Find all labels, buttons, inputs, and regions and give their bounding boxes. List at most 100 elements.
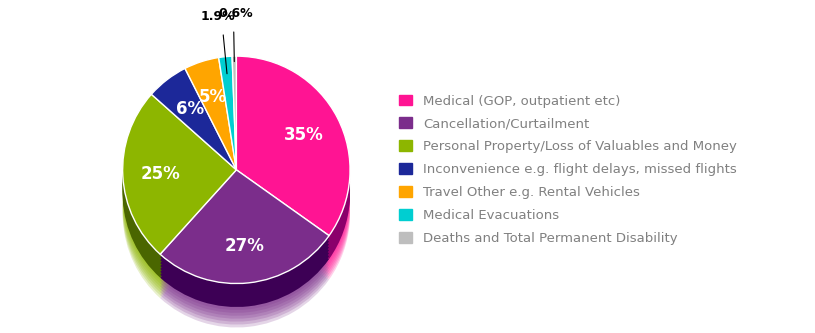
Wedge shape (160, 173, 329, 286)
Legend: Medical (GOP, outpatient etc), Cancellation/Curtailment, Personal Property/Loss : Medical (GOP, outpatient etc), Cancellat… (395, 91, 741, 249)
Wedge shape (218, 59, 236, 173)
Wedge shape (236, 80, 350, 259)
Wedge shape (152, 86, 236, 187)
Wedge shape (122, 109, 236, 269)
Wedge shape (185, 102, 236, 214)
Wedge shape (160, 181, 329, 295)
Wedge shape (152, 77, 236, 178)
Wedge shape (152, 83, 236, 184)
Wedge shape (122, 97, 236, 257)
Wedge shape (122, 118, 236, 278)
Wedge shape (152, 92, 236, 193)
Wedge shape (218, 97, 236, 211)
Wedge shape (236, 56, 350, 236)
Wedge shape (160, 187, 329, 301)
Wedge shape (232, 100, 236, 214)
Wedge shape (218, 74, 236, 187)
Wedge shape (218, 94, 236, 208)
Wedge shape (185, 63, 236, 176)
Wedge shape (232, 97, 236, 211)
Wedge shape (152, 80, 236, 181)
Wedge shape (185, 78, 236, 190)
Wedge shape (152, 71, 236, 173)
Wedge shape (152, 107, 236, 208)
Wedge shape (218, 77, 236, 190)
Wedge shape (218, 62, 236, 176)
Wedge shape (185, 69, 236, 181)
Wedge shape (160, 176, 329, 289)
Wedge shape (236, 88, 350, 268)
Wedge shape (232, 59, 236, 173)
Wedge shape (185, 96, 236, 208)
Text: 25%: 25% (140, 165, 180, 183)
Wedge shape (122, 112, 236, 272)
Wedge shape (236, 77, 350, 256)
Wedge shape (236, 80, 350, 259)
Wedge shape (236, 65, 350, 244)
Wedge shape (122, 118, 236, 278)
Wedge shape (122, 94, 236, 254)
Wedge shape (122, 106, 236, 266)
Wedge shape (152, 101, 236, 202)
Wedge shape (152, 95, 236, 196)
Wedge shape (160, 193, 329, 307)
Wedge shape (160, 184, 329, 298)
Wedge shape (152, 80, 236, 181)
Wedge shape (185, 72, 236, 184)
Wedge shape (160, 178, 329, 292)
Wedge shape (236, 100, 350, 280)
Wedge shape (122, 103, 236, 263)
Wedge shape (185, 75, 236, 187)
Wedge shape (236, 68, 350, 247)
Wedge shape (236, 71, 350, 250)
Wedge shape (185, 63, 236, 176)
Wedge shape (160, 205, 329, 319)
Wedge shape (232, 71, 236, 184)
Wedge shape (185, 72, 236, 184)
Wedge shape (185, 93, 236, 205)
Wedge shape (185, 87, 236, 199)
Wedge shape (160, 190, 329, 304)
Wedge shape (218, 89, 236, 202)
Text: 27%: 27% (225, 236, 265, 254)
Wedge shape (232, 91, 236, 205)
Wedge shape (232, 80, 236, 193)
Wedge shape (236, 83, 350, 262)
Wedge shape (152, 89, 236, 190)
Wedge shape (218, 80, 236, 193)
Text: 6%: 6% (176, 101, 204, 119)
Wedge shape (122, 115, 236, 275)
Wedge shape (218, 91, 236, 205)
Wedge shape (122, 100, 236, 260)
Wedge shape (218, 71, 236, 184)
Wedge shape (122, 103, 236, 263)
Wedge shape (218, 68, 236, 181)
Wedge shape (232, 86, 236, 199)
Wedge shape (236, 59, 350, 238)
Wedge shape (152, 86, 236, 187)
Wedge shape (122, 115, 236, 275)
Wedge shape (160, 178, 329, 292)
Wedge shape (122, 124, 236, 283)
Wedge shape (122, 109, 236, 269)
Wedge shape (160, 214, 329, 327)
Wedge shape (232, 71, 236, 184)
Wedge shape (232, 80, 236, 193)
Wedge shape (185, 81, 236, 193)
Wedge shape (232, 62, 236, 176)
Wedge shape (160, 176, 329, 289)
Wedge shape (160, 173, 329, 286)
Wedge shape (185, 78, 236, 190)
Wedge shape (236, 59, 350, 238)
Wedge shape (218, 80, 236, 193)
Wedge shape (232, 77, 236, 190)
Wedge shape (152, 89, 236, 190)
Wedge shape (232, 88, 236, 202)
Wedge shape (122, 97, 236, 257)
Wedge shape (218, 83, 236, 196)
Wedge shape (236, 62, 350, 241)
Wedge shape (232, 74, 236, 187)
Wedge shape (218, 62, 236, 176)
Wedge shape (160, 190, 329, 304)
Wedge shape (160, 211, 329, 325)
